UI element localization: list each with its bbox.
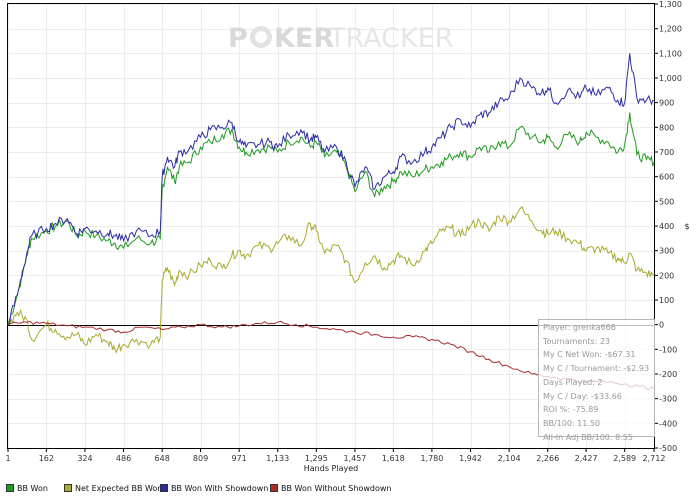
x-tick-label-14: 2,266 (536, 454, 559, 463)
legend-item-bb-won[interactable]: BB Won (6, 483, 48, 493)
y-tick-label-10: 300 (659, 247, 674, 256)
stat-per-day: My C / Day: -$33.66 (543, 391, 622, 401)
y-tick-label-2: 1,100 (659, 49, 682, 58)
x-tick-label-5: 809 (193, 454, 208, 463)
y-tick-label-8: 500 (659, 197, 674, 206)
stat-per-tournament: My C / Tournament: -$2.93 (543, 364, 650, 374)
stat-player: Player: grenka666 (543, 323, 616, 332)
watermark-tracker: TRACKER (328, 23, 454, 54)
stat-allin-bb100: All-In Adj BB/100: 8.55 (543, 432, 633, 442)
legend-item-with-showdown[interactable]: BB Won With Showdown (160, 483, 268, 493)
stat-tournaments: Tournaments: 23 (543, 336, 611, 346)
watermark-ker: KER (274, 23, 334, 54)
stat-days-played: Days Played: 2 (543, 377, 603, 387)
legend-label-net-expected: Net Expected BB Won (75, 483, 163, 493)
y-tick-label-4: 900 (659, 99, 674, 108)
y-tick-label-11: 200 (659, 271, 674, 280)
stat-bb100: BB/100: 11.50 (543, 418, 601, 428)
x-tick-label-1: 162 (39, 454, 54, 463)
legend-item-without-showdown[interactable]: BB Won Without Showdown (270, 483, 391, 493)
y-tick-label-6: 700 (659, 148, 674, 157)
series-line-1 (7, 205, 655, 354)
x-tick-label-17: 2,712 (643, 454, 666, 463)
y-tick-label-12: 100 (659, 296, 674, 305)
legend-swatch-with-showdown (160, 484, 168, 492)
x-axis-ticks: 1 162 324 486 648 809 971 1,133 1,295 1,457 1,618 1… (5, 448, 665, 463)
y-tick-label-1: 1,200 (659, 25, 682, 34)
x-tick-label-4: 648 (155, 454, 170, 463)
x-tick-label-10: 1,618 (382, 454, 405, 463)
legend-label-with-showdown: BB Won With Showdown (171, 483, 269, 493)
x-tick-label-7: 1,133 (266, 454, 289, 463)
stat-net-won: My C Net Won: -$67.31 (543, 350, 636, 360)
y-axis-ticks: 1,300 1,200 1,100 1,000 900 800 700 600 500 400 30… (654, 0, 682, 453)
legend-item-net-expected[interactable]: Net Expected BB Won (64, 483, 162, 493)
x-tick-label-2: 324 (77, 454, 92, 463)
watermark-chip-center (255, 31, 267, 43)
series-line-0 (7, 112, 655, 325)
y-tick-label-7: 600 (659, 173, 674, 182)
y-tick-label-3: 1,000 (659, 74, 682, 83)
legend-swatch-net-expected (64, 484, 72, 492)
y-tick-label-15: -200 (659, 370, 677, 379)
x-tick-label-15: 2,427 (575, 454, 598, 463)
legend-swatch-bb-won (6, 484, 14, 492)
watermark: P KER TRACKER (228, 23, 454, 54)
x-tick-label-8: 1,295 (305, 454, 328, 463)
y-tick-label-0: 1,300 (659, 0, 682, 9)
x-tick-label-9: 1,457 (343, 454, 366, 463)
x-tick-label-16: 2,589 (613, 454, 636, 463)
legend-label-without-showdown: BB Won Without Showdown (281, 483, 392, 493)
series-line-2 (7, 53, 655, 326)
x-tick-label-12: 1,942 (459, 454, 482, 463)
y-tick-label-5: 800 (659, 123, 674, 132)
x-tick-label-6: 971 (231, 454, 246, 463)
watermark-p: P (228, 23, 248, 54)
y-axis-title: $ (684, 222, 689, 231)
stats-box: Player: grenka666 Tournaments: 23 My C N… (538, 319, 655, 442)
y-tick-label-13: 0 (659, 321, 664, 330)
legend-label-bb-won: BB Won (17, 483, 48, 493)
legend: BB Won Net Expected BB Won BB Won With S… (0, 481, 700, 502)
y-tick-label-18: -500 (659, 444, 677, 453)
y-tick-label-9: 400 (659, 222, 674, 231)
x-tick-label-11: 1,780 (420, 454, 443, 463)
stat-roi: ROI %: -75.89 (543, 405, 599, 415)
x-tick-label-13: 2,104 (498, 454, 521, 463)
legend-swatch-without-showdown (270, 484, 278, 492)
y-tick-label-17: -400 (659, 419, 677, 428)
x-tick-label-3: 486 (116, 454, 131, 463)
x-tick-label-0: 1 (5, 454, 10, 463)
y-tick-label-14: -100 (659, 345, 677, 354)
y-tick-label-16: -300 (659, 395, 677, 404)
x-axis-title: Hands Played (304, 464, 358, 473)
